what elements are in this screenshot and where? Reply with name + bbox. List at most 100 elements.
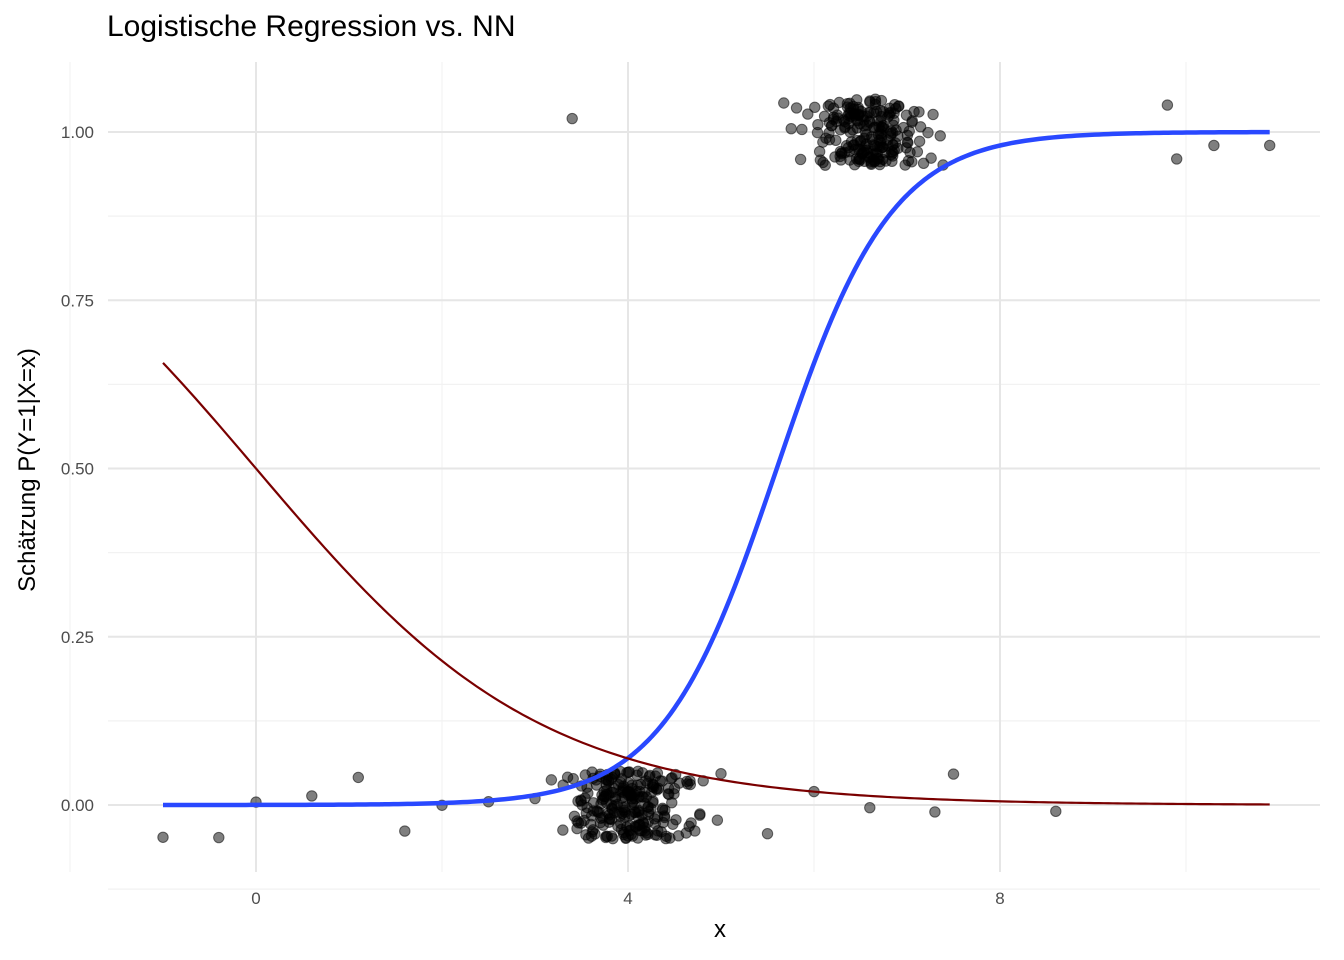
data-point: [817, 136, 829, 148]
data-point: [802, 108, 814, 120]
data-point: [934, 130, 946, 142]
data-point: [914, 121, 927, 133]
data-point: [644, 769, 656, 782]
fitted-curves: [162, 129, 1270, 808]
data-point: [640, 829, 652, 841]
grid-minor: [69, 62, 1320, 890]
data-point: [811, 126, 824, 139]
data-point: [908, 105, 920, 118]
data-point: [579, 792, 591, 804]
data-point: [865, 155, 877, 168]
data-point: [778, 97, 790, 109]
y-tick-labels: 0.00 0.25 0.50 0.75 1.00: [61, 123, 94, 815]
data-point: [1171, 153, 1183, 165]
data-point: [835, 154, 847, 166]
data-point: [850, 114, 863, 126]
data-point: [902, 155, 915, 167]
data-point: [864, 801, 876, 814]
data-point: [868, 145, 880, 157]
x-axis-label: x: [714, 916, 726, 943]
series-line-nn: [163, 129, 1270, 808]
data-point: [900, 142, 912, 154]
data-point: [882, 111, 894, 123]
data-point: [809, 101, 821, 114]
data-point: [660, 832, 672, 845]
data-point: [597, 819, 609, 831]
data-point: [213, 831, 225, 844]
data-point: [626, 793, 638, 805]
data-point: [927, 108, 939, 121]
data-point: [608, 806, 620, 819]
data-point: [598, 790, 610, 803]
x-tick-label: 8: [995, 889, 1004, 908]
data-point: [665, 772, 677, 785]
data-point: [650, 782, 662, 795]
data-point: [614, 765, 627, 778]
data-point: [790, 102, 803, 114]
data-point: [869, 121, 881, 133]
data-point: [824, 98, 836, 111]
data-point: [545, 774, 558, 786]
data-point: [306, 790, 318, 802]
data-point: [567, 773, 579, 785]
data-point: [817, 156, 829, 169]
data-point: [947, 768, 960, 780]
x-tick-label: 0: [251, 889, 260, 908]
data-point: [680, 827, 692, 839]
y-tick-label: 1.00: [61, 123, 94, 142]
y-tick-label: 0.25: [61, 628, 94, 647]
data-point: [785, 122, 797, 135]
data-point: [796, 123, 808, 136]
data-point: [640, 791, 653, 803]
data-points: [157, 93, 1276, 845]
data-point: [794, 153, 807, 166]
data-point: [620, 832, 632, 844]
data-point: [557, 824, 569, 836]
data-point: [571, 822, 583, 835]
data-point: [711, 814, 724, 826]
data-point: [656, 804, 669, 816]
data-point: [1264, 139, 1276, 152]
data-point: [890, 102, 902, 115]
data-point: [715, 767, 727, 780]
data-point: [662, 788, 674, 800]
data-point: [582, 832, 595, 844]
data-point: [823, 127, 835, 139]
chart-title: Logistische Regression vs. NN: [107, 10, 516, 43]
data-point: [694, 809, 706, 821]
data-point: [844, 102, 857, 114]
series-line-logistic: [162, 362, 1270, 806]
data-point: [925, 152, 937, 164]
data-point: [888, 144, 900, 156]
data-point: [818, 110, 831, 123]
data-point: [864, 96, 876, 108]
data-point: [838, 114, 850, 126]
x-tick-label: 4: [623, 889, 632, 908]
data-point: [929, 806, 941, 818]
data-point: [1050, 805, 1062, 818]
data-point: [157, 831, 169, 843]
data-point: [652, 825, 664, 837]
data-point: [761, 827, 774, 840]
data-point: [566, 112, 578, 125]
data-point: [1161, 99, 1174, 111]
grid-major: [108, 62, 1320, 872]
data-point: [600, 831, 612, 844]
y-tick-label: 0.50: [61, 460, 94, 479]
data-point: [608, 782, 620, 795]
data-point: [813, 145, 826, 158]
data-point: [642, 816, 654, 828]
data-point: [830, 134, 842, 147]
data-point: [600, 774, 613, 786]
y-tick-label: 0.75: [61, 291, 94, 310]
data-point: [591, 806, 604, 818]
data-point: [906, 116, 918, 128]
data-point: [625, 808, 637, 820]
data-point: [873, 135, 885, 147]
data-point: [684, 775, 696, 787]
x-tick-labels: 0 4 8: [251, 889, 1004, 908]
data-point: [352, 771, 364, 784]
data-point: [852, 143, 865, 155]
data-point: [840, 140, 853, 152]
